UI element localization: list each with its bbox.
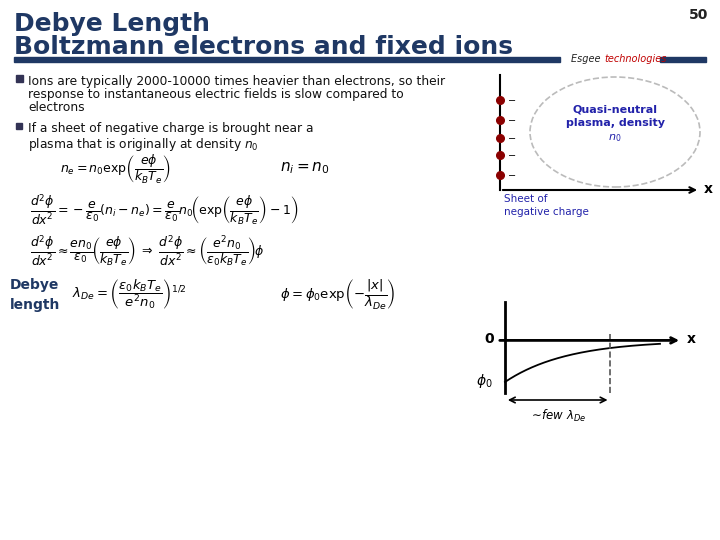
Bar: [16, 123, 22, 129]
Text: $n_e = n_0 \exp\!\left(\dfrac{e\phi}{k_B T_e}\right)$: $n_e = n_0 \exp\!\left(\dfrac{e\phi}{k_B…: [60, 153, 171, 186]
Text: $\mathbf{x}$: $\mathbf{x}$: [703, 182, 714, 196]
Text: $\phi_0$: $\phi_0$: [477, 372, 493, 390]
Text: $-$: $-$: [507, 149, 516, 159]
Text: $\dfrac{d^2\phi}{dx^2} \approx \dfrac{en_0}{\epsilon_0}\!\left(\dfrac{e\phi}{k_B: $\dfrac{d^2\phi}{dx^2} \approx \dfrac{en…: [30, 233, 264, 268]
Text: Quasi-neutral
plasma, density
$n_0$: Quasi-neutral plasma, density $n_0$: [565, 104, 665, 144]
Text: $\mathbf{0}$: $\mathbf{0}$: [484, 333, 495, 346]
Text: electrons: electrons: [28, 101, 85, 114]
Text: plasma that is originally at density $\boldsymbol{n_0}$: plasma that is originally at density $\b…: [28, 136, 258, 153]
Text: $\sim\!$few $\lambda_{De}$: $\sim\!$few $\lambda_{De}$: [529, 408, 586, 424]
Text: Boltzmann electrons and fixed ions: Boltzmann electrons and fixed ions: [14, 35, 513, 59]
Text: technologies: technologies: [604, 55, 667, 64]
Text: $n_i = n_0$: $n_i = n_0$: [280, 160, 330, 176]
Bar: [14, 57, 560, 62]
Text: response to instantaneous electric fields is slow compared to: response to instantaneous electric field…: [28, 88, 404, 101]
Text: $\phi = \phi_0 \exp\!\left(-\dfrac{|x|}{\lambda_{De}}\right)$: $\phi = \phi_0 \exp\!\left(-\dfrac{|x|}{…: [280, 277, 395, 311]
Text: Esgee: Esgee: [572, 55, 604, 64]
Text: $-$: $-$: [507, 132, 516, 142]
Text: Sheet of
negative charge: Sheet of negative charge: [504, 194, 589, 217]
Text: $\mathbf{x}$: $\mathbf{x}$: [686, 333, 697, 346]
Text: If a sheet of negative charge is brought near a: If a sheet of negative charge is brought…: [28, 122, 313, 135]
Text: $\lambda_{De} = \left(\dfrac{\epsilon_0 k_B T_e}{e^2 n_0}\right)^{1/2}$: $\lambda_{De} = \left(\dfrac{\epsilon_0 …: [72, 277, 186, 311]
Text: 50: 50: [688, 8, 708, 22]
Text: Debye
length: Debye length: [10, 278, 60, 312]
Text: $-$: $-$: [507, 114, 516, 124]
Text: $-$: $-$: [507, 169, 516, 179]
Bar: [660, 57, 706, 62]
Text: Ions are typically 2000-10000 times heavier than electrons, so their: Ions are typically 2000-10000 times heav…: [28, 75, 445, 88]
Bar: [16, 75, 23, 82]
Text: $\dfrac{d^2\phi}{dx^2} = -\dfrac{e}{\epsilon_0}(n_i - n_e) = \dfrac{e}{\epsilon_: $\dfrac{d^2\phi}{dx^2} = -\dfrac{e}{\eps…: [30, 192, 298, 227]
Text: Debye Length: Debye Length: [14, 12, 210, 36]
Text: $-$: $-$: [507, 94, 516, 104]
